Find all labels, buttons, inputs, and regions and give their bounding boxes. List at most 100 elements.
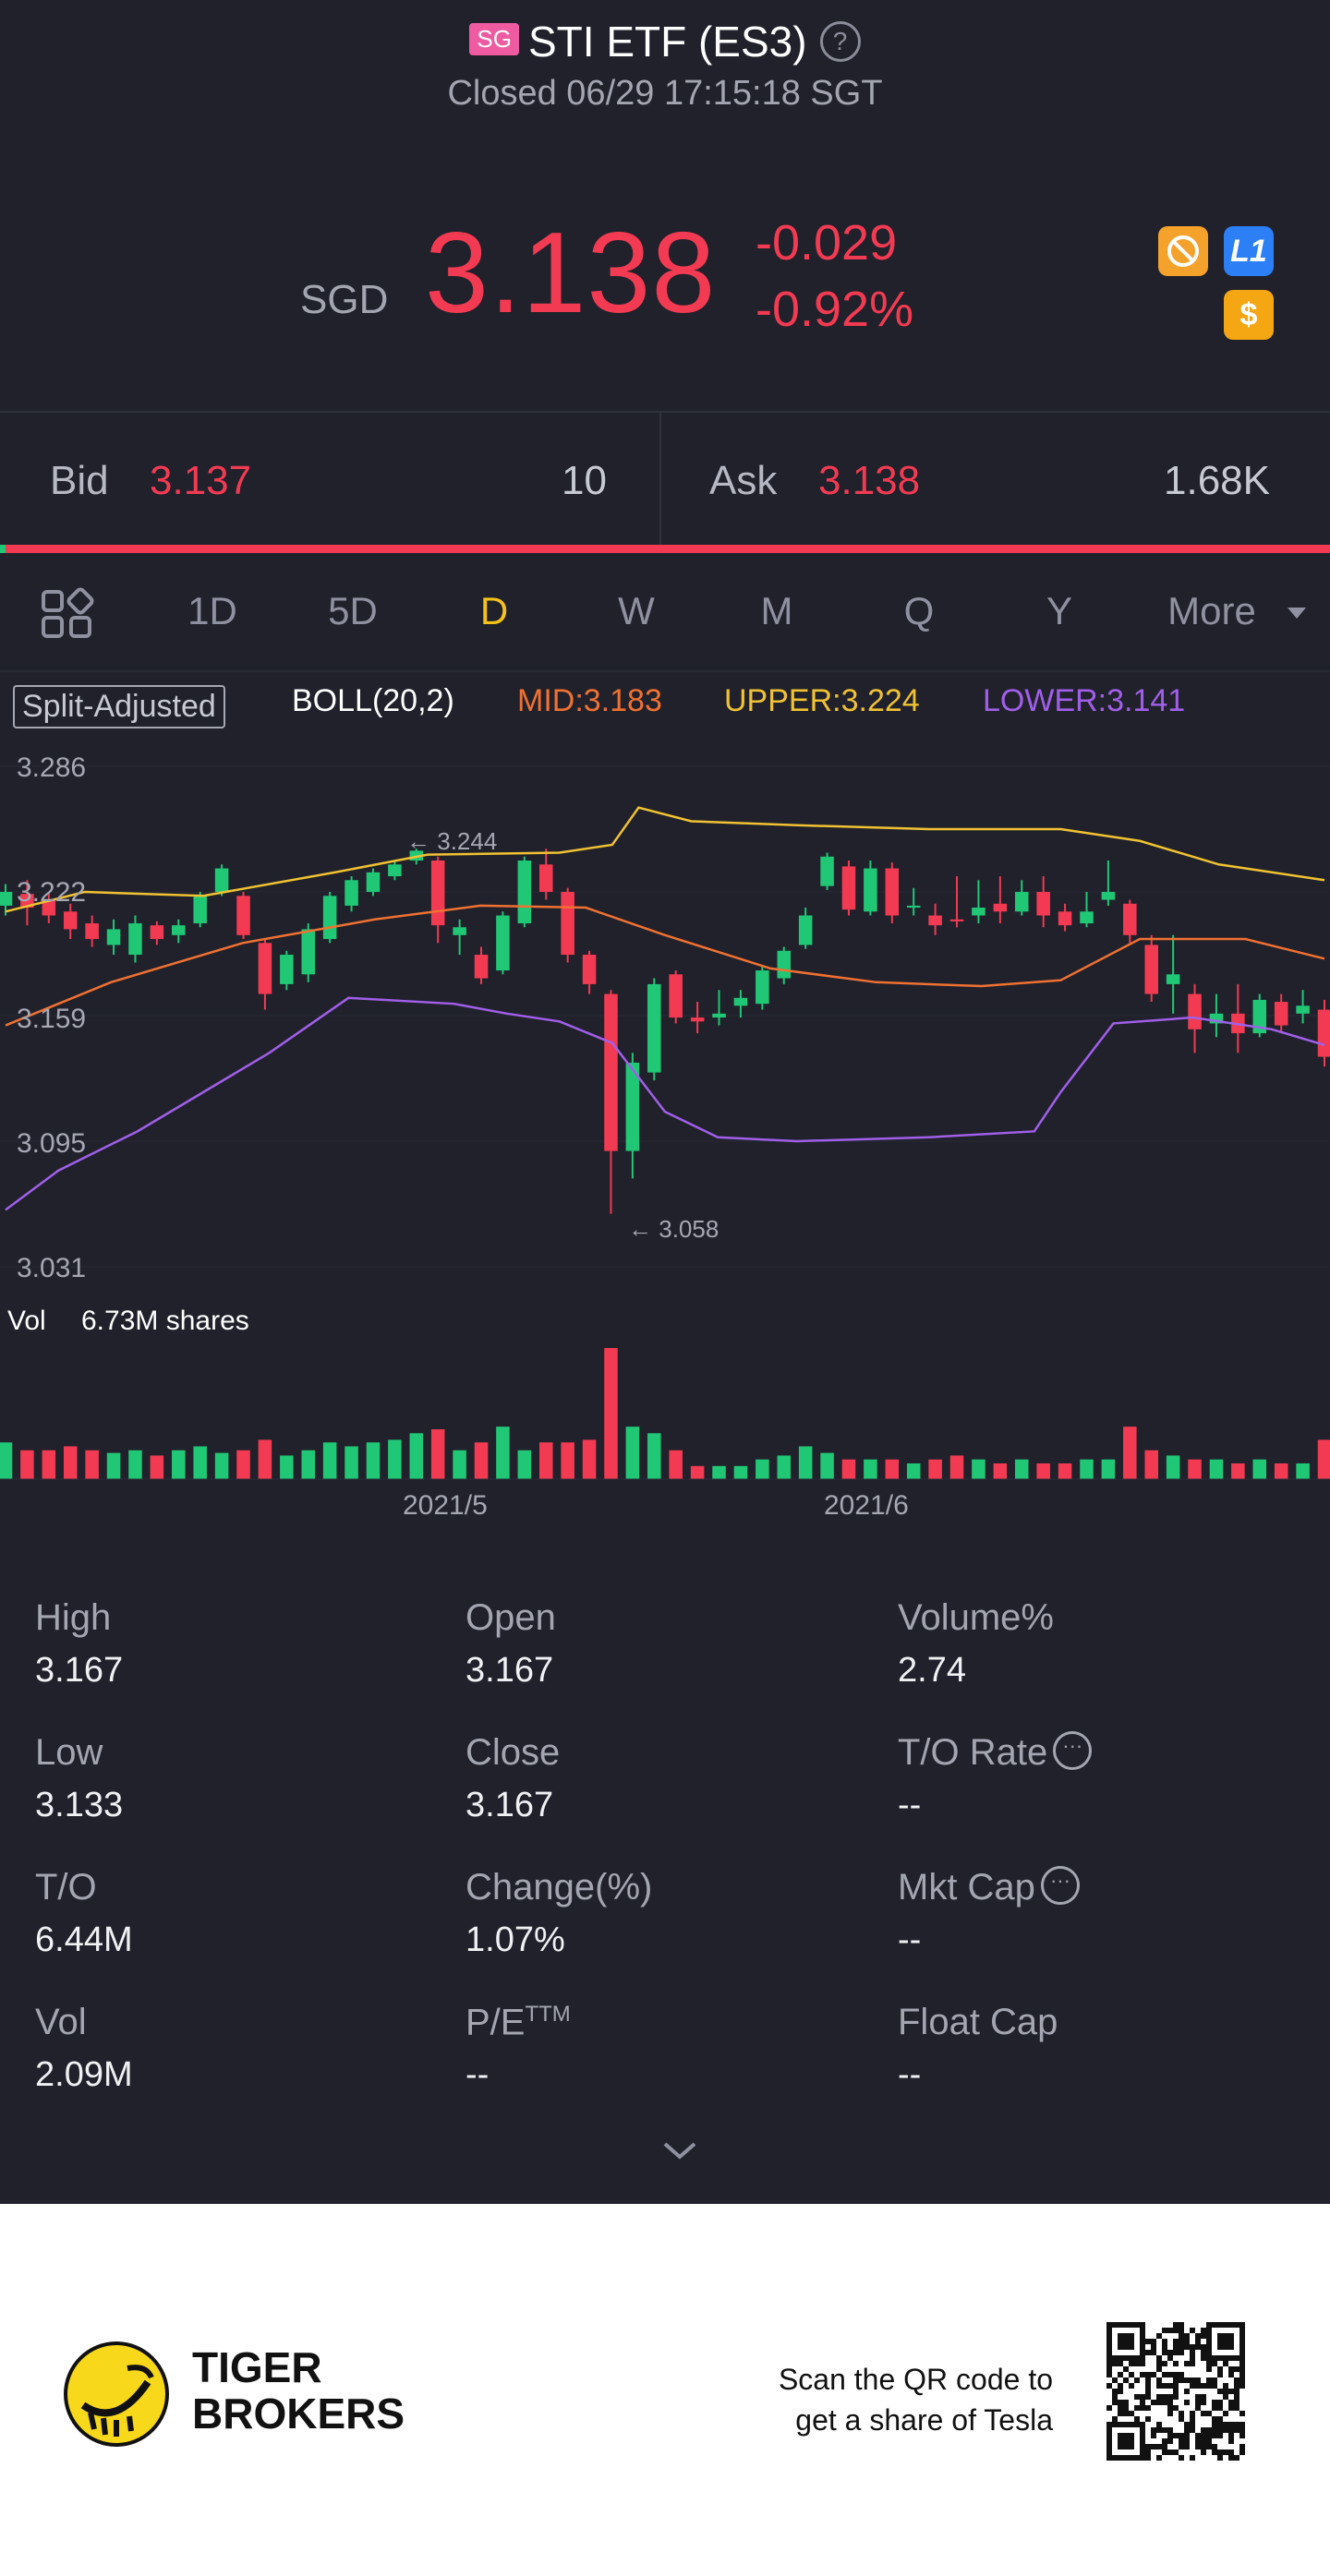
qr-module (1167, 2405, 1173, 2411)
qr-module (1184, 2427, 1190, 2433)
stat-value: 2.74 (898, 1651, 966, 1690)
title-row: SG STI ETF (ES3)? (0, 17, 1330, 66)
qr-module (1212, 2422, 1217, 2427)
qr-module (1167, 2355, 1173, 2361)
price-chart[interactable] (0, 739, 1330, 1533)
stat-value: 3.133 (35, 1786, 124, 1824)
stat-label: P/E (466, 2002, 526, 2043)
layout-icon[interactable] (41, 587, 96, 647)
brand-line-2: BROKERS (192, 2389, 405, 2438)
qr-module (1162, 2427, 1167, 2433)
qr-module (1145, 2394, 1151, 2400)
qr-module (1134, 2361, 1140, 2366)
qr-module (1129, 2411, 1134, 2416)
qr-module (1156, 2377, 1162, 2383)
candle-body (366, 872, 381, 893)
expand-chevron-icon[interactable] (659, 2137, 700, 2169)
level1-icon[interactable]: L1 (1224, 226, 1274, 276)
qr-module (1173, 2344, 1179, 2350)
candle-body (625, 1062, 640, 1151)
candle-body (128, 923, 142, 956)
qr-module (1151, 2372, 1156, 2377)
volume-bar (496, 1426, 510, 1479)
qr-module (1179, 2438, 1184, 2444)
no-trade-icon[interactable] (1158, 226, 1208, 276)
qr-module (1201, 2427, 1206, 2433)
qr-module (1118, 2383, 1123, 2389)
candle-body (453, 927, 466, 935)
qr-module (1190, 2455, 1195, 2461)
tab-y[interactable]: Y (1046, 589, 1072, 632)
volume-bar (690, 1465, 705, 1479)
tab-w[interactable]: W (618, 589, 655, 632)
stat-label: Low (35, 1732, 103, 1773)
qr-module (1118, 2411, 1123, 2416)
boll-label[interactable]: BOLL(20,2) (292, 683, 454, 718)
candle-body (798, 915, 813, 945)
split-adjusted-toggle[interactable]: Split-Adjusted (13, 685, 225, 728)
candle-body (496, 915, 510, 971)
qr-module (1212, 2416, 1217, 2422)
volume-bar (949, 1455, 964, 1479)
tab-q[interactable]: Q (903, 589, 935, 632)
help-icon[interactable]: ? (819, 20, 861, 62)
candle-body (1209, 1013, 1224, 1024)
y-tick: 3.095 (17, 1128, 87, 1159)
qr-module (1228, 2422, 1234, 2427)
candle-body (820, 856, 834, 886)
qr-module (1145, 2339, 1151, 2344)
volume-bar (625, 1426, 640, 1479)
high-marker-value: 3.244 (437, 827, 498, 855)
qr-module (1179, 2344, 1184, 2350)
tab-5d[interactable]: 5D (328, 589, 378, 632)
qr-module (1217, 2422, 1223, 2427)
qr-module (1223, 2450, 1228, 2455)
volume-bar (1188, 1459, 1202, 1479)
qr-module (1195, 2377, 1201, 2383)
dollar-icon[interactable]: $ (1224, 290, 1274, 340)
qr-finder (1118, 2433, 1134, 2450)
ask-label: Ask (709, 458, 778, 503)
tab-d[interactable]: D (479, 589, 509, 632)
qr-module (1162, 2328, 1167, 2333)
tab-m[interactable]: M (760, 589, 793, 632)
info-icon[interactable]: ··· (1053, 1731, 1093, 1771)
candle-body (777, 950, 792, 979)
qr-module (1212, 2361, 1217, 2366)
candle-body (756, 970, 769, 1005)
tab-1d[interactable]: 1D (187, 589, 237, 632)
boll-lower-line (5, 996, 1325, 1211)
candle-body (150, 925, 164, 940)
volume-bar (322, 1442, 337, 1479)
qr-module (1228, 2400, 1234, 2405)
boll-mid-line (5, 904, 1325, 1027)
qr-module (1239, 2383, 1245, 2389)
qr-module (1179, 2455, 1184, 2461)
ask-size: 1.68K (1164, 458, 1270, 503)
qr-module (1151, 2400, 1156, 2405)
qr-module (1156, 2444, 1162, 2450)
stat-value: 3.167 (35, 1651, 124, 1690)
candle-body (1317, 1009, 1330, 1057)
qr-module (1239, 2361, 1245, 2366)
qr-module (1212, 2433, 1217, 2438)
qr-module (1195, 2383, 1201, 2389)
qr-module (1206, 2427, 1212, 2433)
tab-more[interactable]: More (1167, 589, 1256, 632)
volume-value: 6.73M shares (81, 1306, 249, 1336)
qr-module (1118, 2405, 1123, 2411)
dropdown-arrow-icon[interactable] (1286, 606, 1308, 625)
qr-module (1173, 2433, 1179, 2438)
qr-module (1173, 2361, 1179, 2366)
volume-bar (538, 1442, 553, 1479)
qr-module (1228, 2405, 1234, 2411)
qr-module (1173, 2322, 1179, 2328)
info-icon[interactable]: ··· (1040, 1866, 1080, 1906)
qr-module (1195, 2339, 1201, 2344)
qr-module (1173, 2328, 1179, 2333)
volume-bar (193, 1446, 207, 1479)
qr-module (1217, 2427, 1223, 2433)
qr-module (1179, 2339, 1184, 2344)
qr-module (1145, 2455, 1151, 2461)
qr-module (1112, 2394, 1118, 2400)
